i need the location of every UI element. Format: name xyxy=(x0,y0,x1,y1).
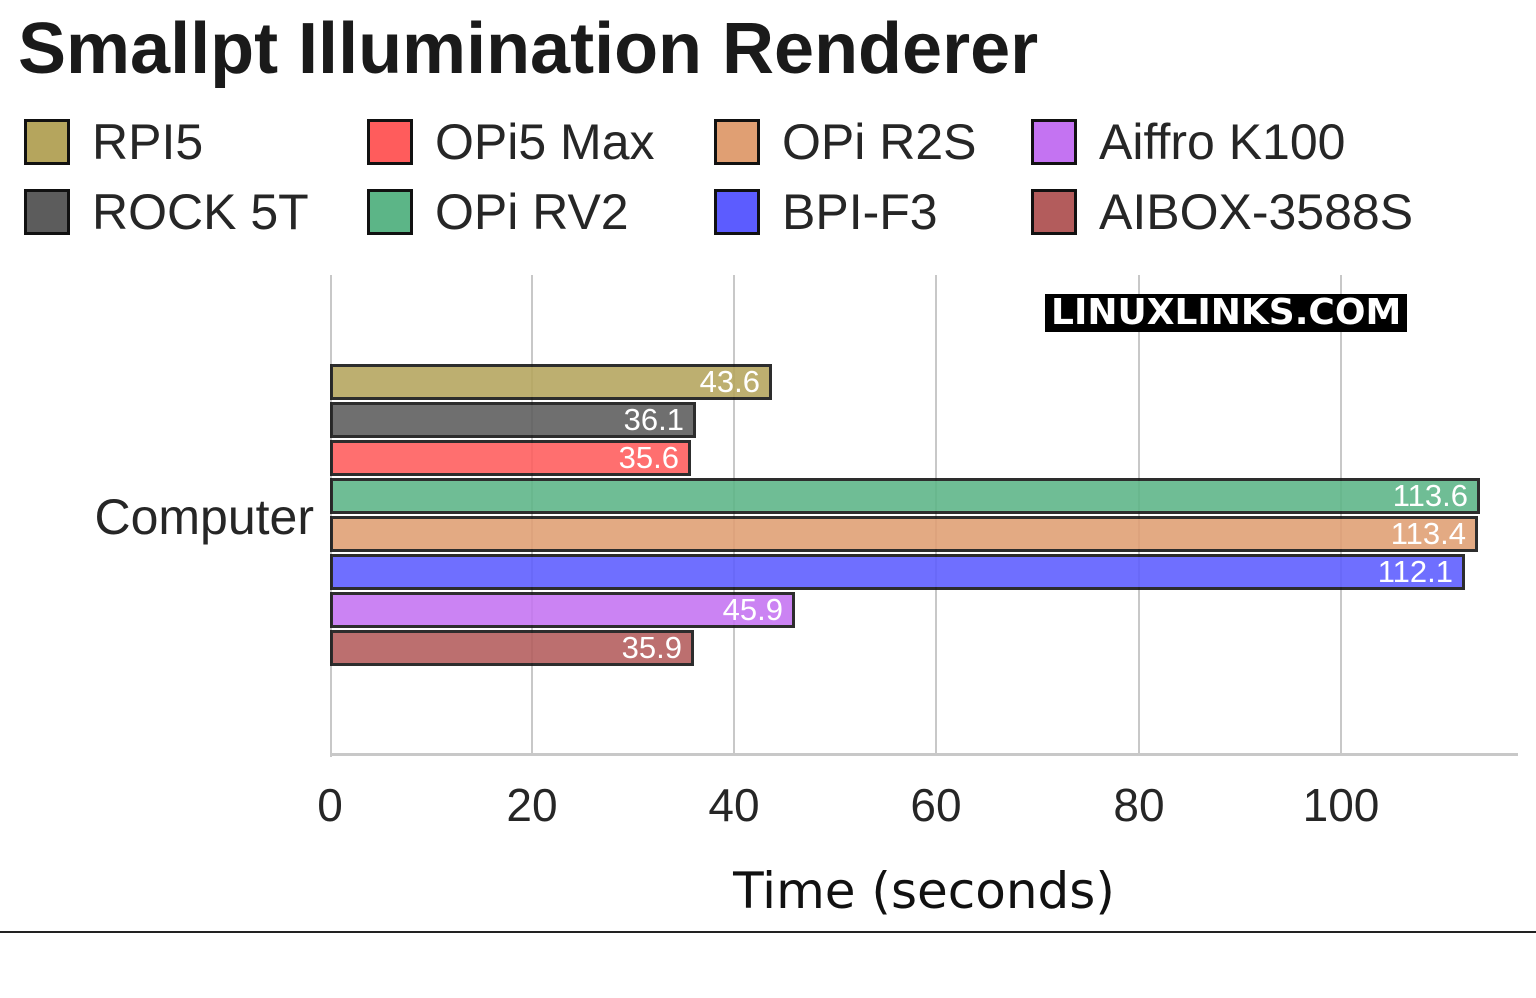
legend-swatch xyxy=(367,189,413,235)
x-tick-60: 60 xyxy=(910,779,962,831)
bar-value-bpi-f3: 112.1 xyxy=(1377,554,1453,589)
legend-item-rock-5t: ROCK 5T xyxy=(24,184,309,240)
bar-value-opi-rv2: 113.6 xyxy=(1392,478,1468,513)
legend-swatch xyxy=(1031,119,1077,165)
legend-swatch xyxy=(1031,189,1077,235)
x-tick-40: 40 xyxy=(708,779,760,831)
bar-value-opi-r2s: 113.4 xyxy=(1390,516,1466,551)
bar-opi5-max xyxy=(330,440,691,476)
x-tick-100: 100 xyxy=(1302,779,1380,831)
legend-label: RPI5 xyxy=(92,114,204,170)
legend-item-opi-rv2: OPi RV2 xyxy=(367,184,629,240)
x-axis-line xyxy=(330,753,1518,756)
legend-label: OPi R2S xyxy=(782,114,977,170)
legend-item-aiffro-k100: Aiffro K100 xyxy=(1031,114,1346,170)
gridline-80 xyxy=(1138,275,1140,755)
legend: RPI5 OPi5 Max OPi R2S Aiffro K100 ROCK 5… xyxy=(0,110,1536,250)
bar-rock-5t xyxy=(330,402,696,438)
legend-label: AIBOX-3588S xyxy=(1099,184,1414,240)
legend-item-aibox-3588s: AIBOX-3588S xyxy=(1031,184,1414,240)
legend-label: OPi RV2 xyxy=(435,184,629,240)
x-tick-80: 80 xyxy=(1113,779,1165,831)
bar-aiffro-k100 xyxy=(330,592,795,628)
footer-divider xyxy=(0,931,1536,933)
legend-swatch xyxy=(24,189,70,235)
bar-value-opi5-max: 35.6 xyxy=(618,440,679,475)
bar-value-aibox-3588s: 35.9 xyxy=(621,630,682,665)
bar-value-rpi5: 43.6 xyxy=(699,364,760,399)
legend-label: Aiffro K100 xyxy=(1099,114,1346,170)
bar-aibox-3588s xyxy=(330,630,694,666)
legend-label: OPi5 Max xyxy=(435,114,655,170)
x-axis-title: Time (seconds) xyxy=(733,862,1115,920)
watermark: LINUXLINKS.COM xyxy=(1045,294,1408,332)
bar-value-aiffro-k100: 45.9 xyxy=(722,592,783,627)
legend-swatch xyxy=(714,189,760,235)
legend-swatch xyxy=(24,119,70,165)
legend-item-opi5-max: OPi5 Max xyxy=(367,114,655,170)
gridline-60 xyxy=(935,275,937,755)
legend-label: BPI-F3 xyxy=(782,184,938,240)
x-tick-0: 0 xyxy=(317,779,343,831)
bar-opi-r2s xyxy=(330,516,1478,552)
x-tick-20: 20 xyxy=(506,779,558,831)
gridline-100 xyxy=(1340,275,1342,755)
legend-label: ROCK 5T xyxy=(92,184,309,240)
legend-swatch xyxy=(714,119,760,165)
category-label: Computer xyxy=(94,489,314,545)
legend-item-opi-r2s: OPi R2S xyxy=(714,114,977,170)
bar-value-rock-5t: 36.1 xyxy=(623,402,684,437)
legend-swatch xyxy=(367,119,413,165)
legend-item-bpi-f3: BPI-F3 xyxy=(714,184,938,240)
plot-area: 43.6 36.1 35.6 113.6 113.4 112.1 45.9 35… xyxy=(330,275,1518,757)
bar-rpi5 xyxy=(330,364,772,400)
bar-bpi-f3 xyxy=(330,554,1465,590)
gridline-20 xyxy=(531,275,533,755)
gridline-40 xyxy=(733,275,735,755)
legend-item-rpi5: RPI5 xyxy=(24,114,204,170)
bar-opi-rv2 xyxy=(330,478,1480,514)
chart-title: Smallpt Illumination Renderer xyxy=(18,9,1039,89)
